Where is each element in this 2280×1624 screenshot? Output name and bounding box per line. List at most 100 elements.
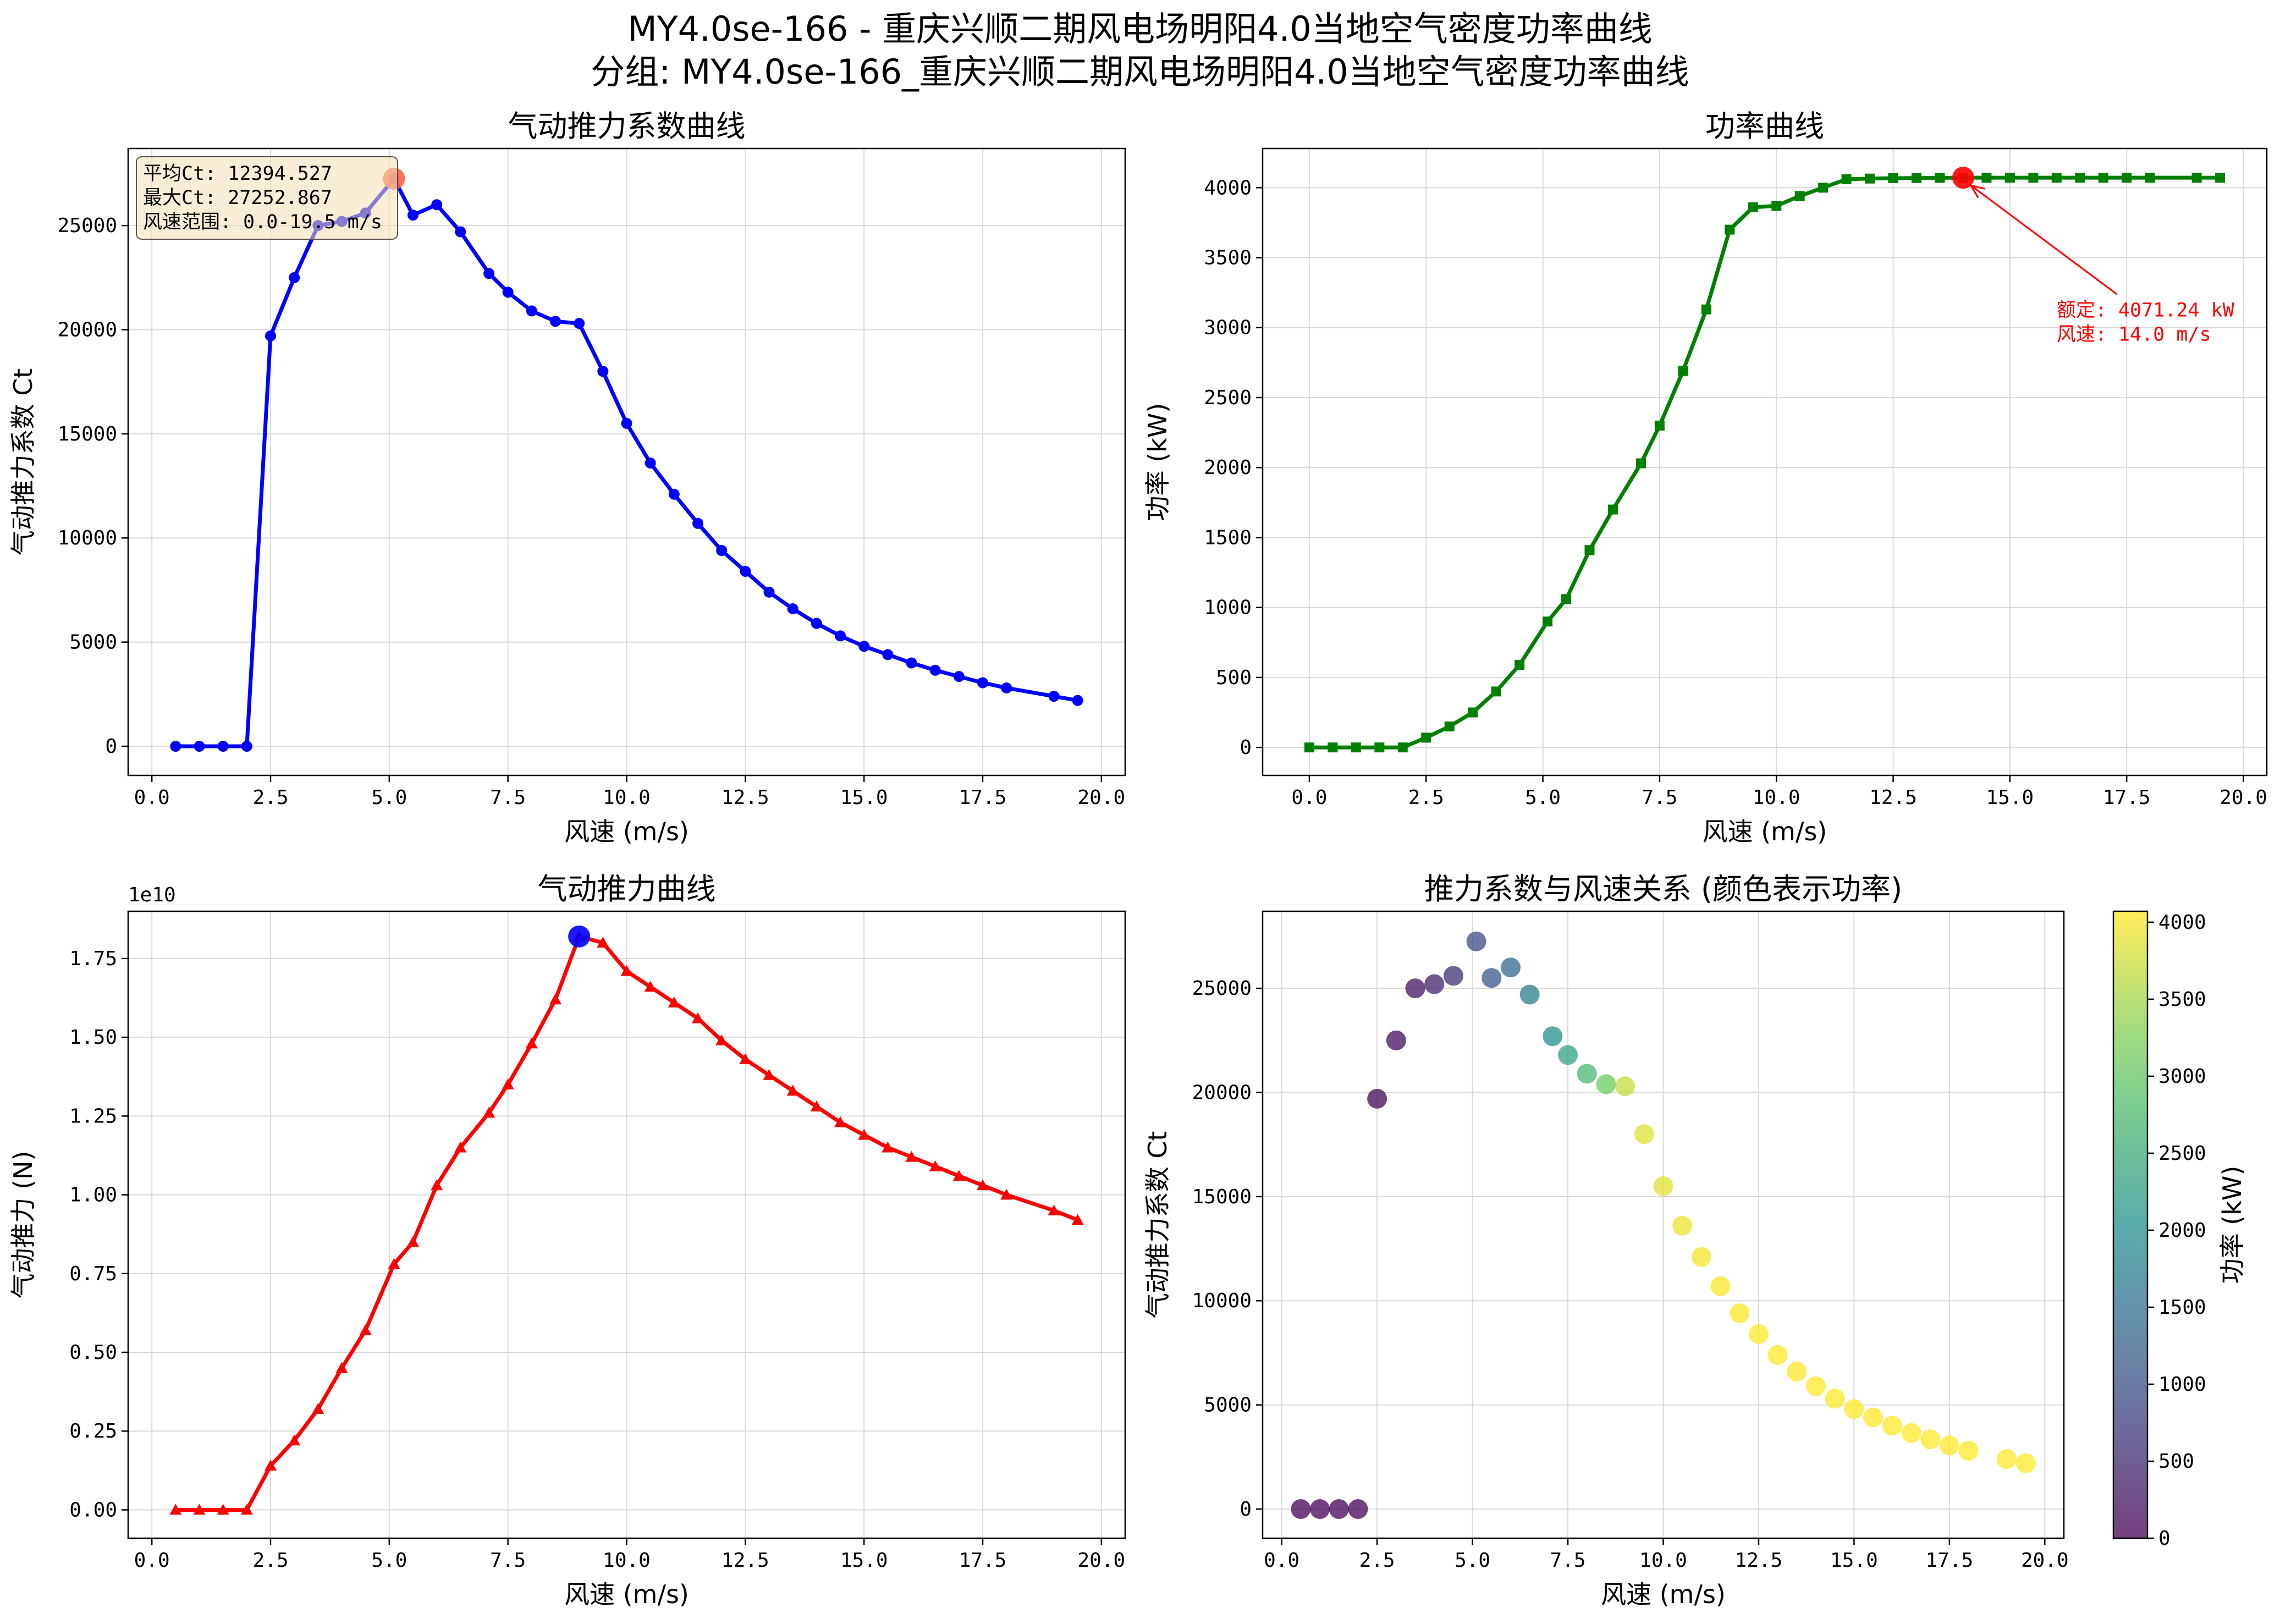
y-axis-label: 气动推力系数 Ct <box>1143 1131 1172 1319</box>
stats-line: 平均Ct: 12394.527 <box>143 163 332 185</box>
scatter-point <box>1901 1423 1921 1443</box>
y-tick-label: 10000 <box>1192 1290 1252 1312</box>
y-tick-label: 10000 <box>58 527 117 549</box>
ct-scatter-panel: 0.0 2.5 5.0 7.5 10.0 12.5 15.0 17.5 20.0 0 5000 100… <box>1143 872 2069 1609</box>
data-point <box>1071 1214 1084 1225</box>
data-point <box>1678 366 1688 376</box>
x-tick-label: 5.0 <box>371 786 407 809</box>
data-point <box>1048 691 1060 702</box>
data-point <box>193 1504 206 1515</box>
data-point <box>1607 504 1618 515</box>
data-point <box>834 1116 846 1127</box>
scatter-point <box>1710 1276 1731 1296</box>
scatter-point <box>1424 974 1445 994</box>
scatter-point <box>1787 1362 1807 1382</box>
colorbar-tick-label: 3500 <box>2158 988 2206 1011</box>
x-tick-label: 15.0 <box>840 786 888 809</box>
panel-title: 功率曲线 <box>1705 109 1824 144</box>
x-tick-label: 0.0 <box>134 1549 170 1572</box>
colorbar-label: 功率 (kW) <box>2217 1166 2247 1284</box>
data-point <box>483 268 495 279</box>
data-point <box>1888 173 1898 183</box>
data-point <box>1374 742 1385 753</box>
y-tick-label: 2500 <box>1204 387 1252 409</box>
plot-frame <box>1262 147 2268 777</box>
data-point <box>786 1084 799 1096</box>
x-tick-label: 12.5 <box>1735 1549 1783 1572</box>
data-point <box>692 518 703 529</box>
x-tick-label: 10.0 <box>603 1549 651 1572</box>
scatter-point <box>1348 1499 1368 1519</box>
colorbar-tick-label: 1500 <box>2158 1296 2206 1319</box>
data-point <box>597 937 609 948</box>
y-tick-label: 1.75 <box>69 948 117 970</box>
y-tick-label: 25000 <box>1192 977 1252 1000</box>
x-tick-label: 12.5 <box>722 786 769 809</box>
data-point <box>1001 682 1012 693</box>
data-point <box>1000 1188 1013 1200</box>
data-point <box>858 1128 871 1140</box>
data-point <box>1935 173 1945 183</box>
figure-title-line1: MY4.0se-166 - 重庆兴顺二期风电场明阳4.0当地空气密度功率曲线 <box>627 9 1653 49</box>
scatter-point <box>2015 1453 2036 1473</box>
y-tick-label: 5000 <box>1204 1394 1252 1417</box>
colorbar-tick-label: 2500 <box>2158 1142 2206 1165</box>
scatter-point <box>1482 968 1502 988</box>
y-axis-label: 气动推力系数 Ct <box>8 368 38 556</box>
data-point <box>169 1504 182 1515</box>
data-point <box>359 1324 372 1335</box>
data-point <box>882 649 894 660</box>
y-tick-label: 0.75 <box>69 1263 117 1285</box>
y-tick-label: 3000 <box>1204 317 1252 339</box>
x-axis-label: 风速 (m/s) <box>564 1579 689 1609</box>
annotation-rated-power: 额定: 4071.24 kW <box>2057 299 2235 321</box>
data-point <box>407 210 418 221</box>
data-point <box>1725 224 1735 235</box>
data-point <box>2145 173 2155 183</box>
colorbar-tick-label: 2000 <box>2158 1219 2206 1242</box>
data-point <box>763 586 775 598</box>
y-axis-offset-label: 1e10 <box>128 884 176 906</box>
y-axis-label: 气动推力 (N) <box>8 1151 38 1299</box>
data-point <box>906 657 917 669</box>
panel-title: 气动推力系数曲线 <box>508 109 746 144</box>
data-point <box>668 488 680 500</box>
data-point <box>1072 695 1083 706</box>
annotation-arrow <box>1970 184 2118 295</box>
data-point <box>1351 742 1361 753</box>
data-point <box>597 366 609 377</box>
scatter-point <box>1466 931 1486 951</box>
data-point <box>2028 173 2039 183</box>
x-tick-label: 17.5 <box>2103 786 2151 809</box>
y-tick-label: 15000 <box>1192 1186 1252 1208</box>
scatter-point <box>1730 1303 1750 1323</box>
y-tick-label: 20000 <box>58 319 117 342</box>
scatter-point <box>1748 1324 1769 1344</box>
data-point <box>194 740 205 752</box>
data-point <box>526 305 537 317</box>
data-point <box>716 544 728 556</box>
data-point <box>905 1150 918 1162</box>
scatter-point <box>1558 1045 1578 1065</box>
data-point <box>1328 742 1338 753</box>
y-tick-label: 0.00 <box>69 1499 117 1521</box>
y-tick-label: 0 <box>1240 736 1252 759</box>
data-point <box>621 417 632 429</box>
data-point <box>2075 173 2085 183</box>
y-tick-label: 1000 <box>1204 597 1252 619</box>
x-tick-label: 17.5 <box>959 1549 1007 1572</box>
y-tick-label: 0.50 <box>69 1341 117 1364</box>
data-point <box>620 965 633 976</box>
data-point <box>740 565 751 577</box>
x-tick-label: 7.5 <box>490 786 526 809</box>
scatter-point <box>1844 1399 1864 1419</box>
scatter-point <box>1443 966 1463 986</box>
scatter-point <box>1310 1499 1330 1519</box>
data-point <box>170 740 181 752</box>
data-point <box>763 1069 775 1080</box>
data-point <box>1491 686 1501 697</box>
x-tick-label: 20.0 <box>1077 1549 1125 1572</box>
data-point <box>1701 304 1711 315</box>
data-point <box>811 618 822 629</box>
